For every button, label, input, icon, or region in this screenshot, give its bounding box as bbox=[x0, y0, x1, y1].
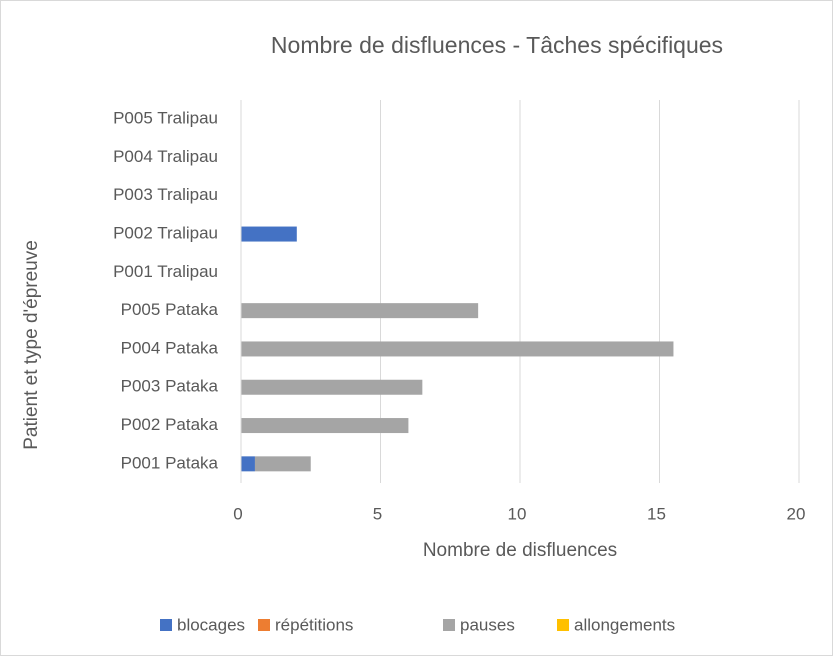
y-tick-label: P005 Pataka bbox=[121, 300, 219, 319]
y-tick-label: P005 Tralipau bbox=[113, 109, 218, 128]
x-tick-label: 20 bbox=[787, 504, 806, 523]
y-tick-label: P003 Pataka bbox=[121, 377, 219, 396]
legend-label: allongements bbox=[574, 615, 675, 634]
y-tick-label: P002 Pataka bbox=[121, 415, 219, 434]
y-tick-label: P001 Tralipau bbox=[113, 262, 218, 281]
y-axis-title: Patient et type d'épreuve bbox=[21, 240, 42, 450]
bar-segment bbox=[241, 303, 479, 319]
bar-segment bbox=[241, 341, 674, 357]
y-tick-label: P004 Tralipau bbox=[113, 147, 218, 166]
legend-label: répétitions bbox=[275, 615, 353, 634]
bar-segment bbox=[241, 226, 297, 242]
chart-title: Nombre de disfluences - Tâches spécifiqu… bbox=[271, 32, 723, 58]
bar-segment bbox=[241, 379, 423, 395]
x-tick-label: 0 bbox=[233, 504, 242, 523]
legend-label: blocages bbox=[177, 615, 245, 634]
x-axis-title: Nombre de disfluences bbox=[423, 540, 617, 561]
legend-swatch bbox=[443, 619, 455, 631]
bar-segment bbox=[254, 456, 311, 472]
bar-segment bbox=[241, 456, 255, 472]
x-tick-label: 10 bbox=[508, 504, 527, 523]
y-tick-label: P003 Tralipau bbox=[113, 185, 218, 204]
legend-label: pauses bbox=[460, 615, 515, 634]
x-tick-label: 5 bbox=[373, 504, 382, 523]
y-tick-label: P002 Tralipau bbox=[113, 224, 218, 243]
y-tick-label: P004 Pataka bbox=[121, 338, 219, 357]
y-tick-label: P001 Pataka bbox=[121, 453, 219, 472]
x-tick-label: 15 bbox=[647, 504, 666, 523]
legend-swatch bbox=[557, 619, 569, 631]
bar-segment bbox=[241, 418, 409, 434]
legend-swatch bbox=[160, 619, 172, 631]
legend-swatch bbox=[258, 619, 270, 631]
